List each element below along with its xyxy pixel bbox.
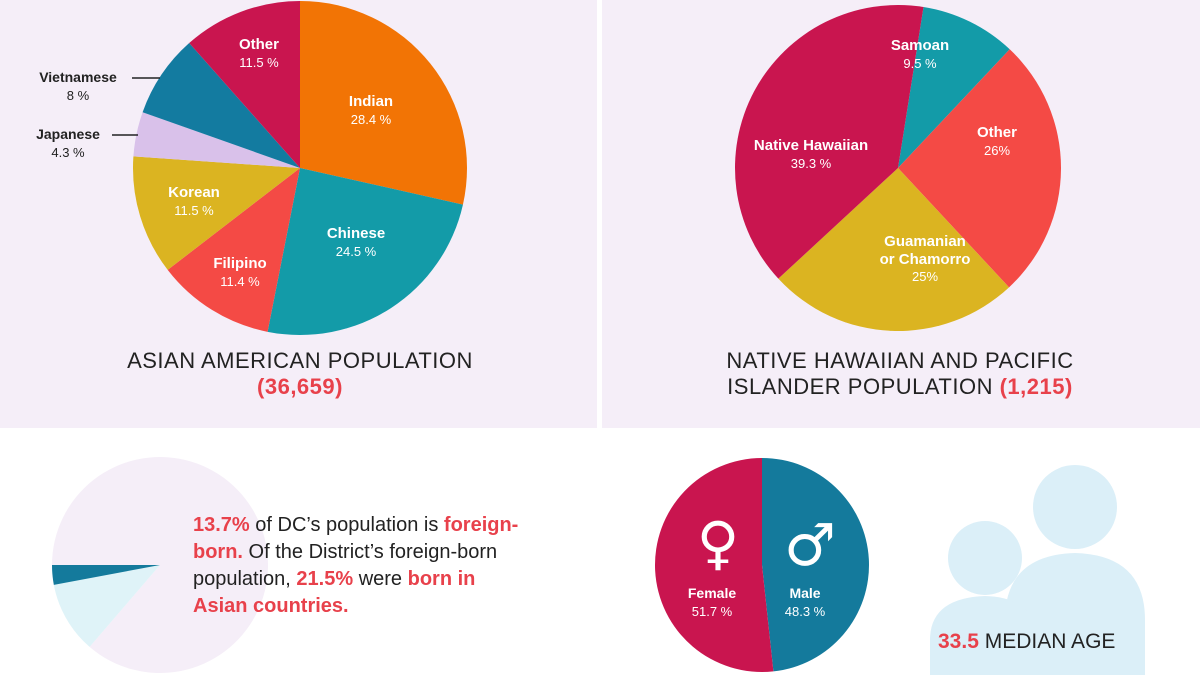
pct-nhpi-other: 26% — [984, 143, 1010, 158]
label-vietnamese: Vietnamese — [39, 69, 117, 85]
label-samoan: Samoan — [891, 37, 949, 54]
foreign-born-pie — [51, 456, 268, 673]
median-label: MEDIAN AGE — [978, 630, 1116, 653]
asian-slice-vietnamese — [142, 43, 300, 168]
pct-japanese: 4.3 % — [51, 145, 85, 160]
nhpi-slice-other — [898, 49, 1061, 288]
foreign-pct2: 21.5% — [296, 568, 354, 590]
female-icon: ♀ — [697, 509, 739, 577]
label-filipino: Filipino — [213, 255, 266, 272]
foreign-hl2: born in Asian countries. — [193, 568, 476, 617]
gender-slice-male — [762, 458, 870, 672]
foreign-t1: of DC’s population is — [249, 514, 439, 536]
label-korean: Korean — [168, 184, 220, 201]
pct-samoan: 9.5 % — [903, 56, 937, 71]
gender-labels: ♀ Female 51.7 % ♂ Male 48.3 % — [688, 509, 836, 619]
foreign-slice-asian-born — [51, 565, 160, 585]
pct-native-hawaiian: 39.3 % — [791, 156, 832, 171]
asian-slice-chinese — [267, 168, 463, 336]
male-icon: ♂ — [784, 511, 836, 579]
pct-indian: 28.4 % — [351, 112, 392, 127]
median-age: 33.5 MEDIAN AGE — [938, 630, 1138, 654]
label-indian: Indian — [349, 93, 393, 110]
nhpi-title-line2: ISLANDER POPULATION — [727, 374, 993, 399]
pct-male: 48.3 % — [785, 604, 826, 619]
foreign-born-text: 13.7% of DC’s population is foreign-born… — [193, 512, 523, 620]
asian-pie-labels: Indian 28.4 % Chinese 24.5 % Filipino 11… — [36, 36, 393, 289]
nhpi-slice-samoan — [898, 7, 1010, 169]
foreign-slice-foreign-born — [52, 565, 160, 647]
median-value: 33.5 — [938, 630, 979, 653]
nhpi-title-line2-wrap: ISLANDER POPULATION (1,215) — [690, 374, 1110, 400]
asian-title: ASIAN AMERICAN POPULATION — [127, 348, 473, 373]
label-native-hawaiian: Native Hawaiian — [754, 137, 868, 154]
nhpi-slice-native-hawaiian — [735, 5, 924, 279]
foreign-t3: were — [358, 568, 408, 590]
label-nhpi-other: Other — [977, 124, 1017, 141]
pct-female: 51.7 % — [692, 604, 733, 619]
pct-guamanian: 25% — [912, 269, 938, 284]
asian-total: (36,659) — [257, 374, 343, 399]
asian-slice-japanese — [133, 112, 300, 168]
foreign-slice-native — [52, 456, 268, 673]
foreign-t2: Of the District’s foreign-born populatio… — [193, 541, 498, 590]
nhpi-pie — [735, 5, 1061, 332]
nhpi-slice-guamanian — [778, 168, 1010, 332]
nhpi-total: (1,215) — [999, 374, 1073, 399]
label-female: Female — [688, 585, 736, 601]
asian-slice-indian — [300, 1, 468, 205]
label-guamanian-1: Guamanian — [884, 233, 966, 250]
nhpi-caption: NATIVE HAWAIIAN AND PACIFIC ISLANDER POP… — [690, 348, 1110, 400]
asian-slice-korean — [132, 156, 300, 270]
foreign-hl1: foreign-born. — [193, 514, 519, 563]
asian-slice-other — [189, 0, 300, 168]
label-chinese: Chinese — [327, 225, 385, 242]
label-other: Other — [239, 36, 279, 53]
pct-chinese: 24.5 % — [336, 244, 377, 259]
asian-slice-filipino — [167, 168, 300, 332]
pct-other: 11.5 % — [239, 55, 279, 70]
pct-korean: 11.5 % — [174, 203, 214, 218]
asian-caption: ASIAN AMERICAN POPULATION (36,659) — [60, 348, 540, 400]
foreign-pct: 13.7% — [193, 514, 250, 536]
label-male: Male — [789, 585, 820, 601]
pct-vietnamese: 8 % — [67, 88, 90, 103]
gender-pie — [655, 457, 870, 672]
people-icon — [930, 465, 1145, 675]
nhpi-pie-labels: Samoan 9.5 % Other 26% Guamanian or Cham… — [754, 37, 1017, 284]
pct-filipino: 11.4 % — [220, 274, 260, 289]
gender-slice-female — [655, 457, 774, 672]
nhpi-title-line1: NATIVE HAWAIIAN AND PACIFIC — [726, 348, 1074, 373]
asian-pie — [132, 0, 468, 336]
label-japanese: Japanese — [36, 126, 100, 142]
label-guamanian-2: or Chamorro — [880, 251, 971, 268]
